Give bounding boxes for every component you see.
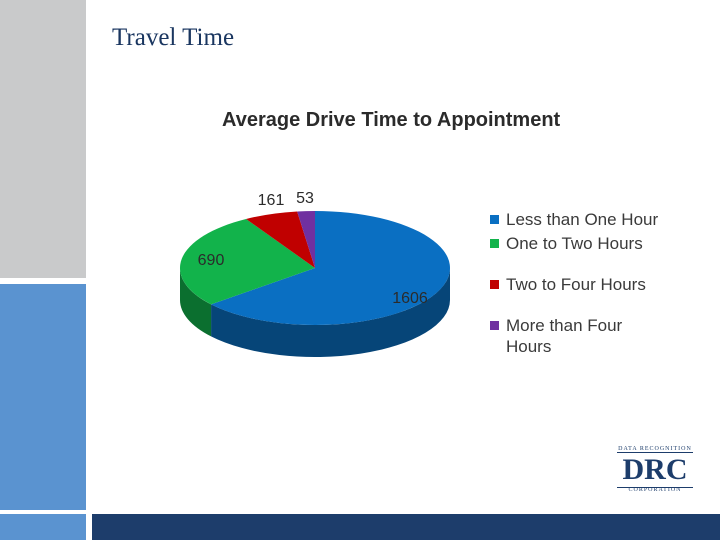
pie-slice-one-to-two-hours <box>180 218 315 305</box>
legend-item-one-to-two-hours: One to Two Hours <box>490 233 670 254</box>
pie-slice-less-than-one-hour <box>211 211 450 326</box>
data-label-one-to-two-hours: 690 <box>198 252 225 269</box>
legend-label: Less than One Hour <box>506 210 659 229</box>
legend-label: More than Four Hours <box>506 316 623 356</box>
logo-rule-bottom <box>617 487 693 488</box>
legend-item-more-than-four-hours: More than Four Hours <box>490 315 670 357</box>
logo-top-text: DATA RECOGNITION <box>618 446 692 452</box>
legend-swatch <box>490 215 499 224</box>
legend-swatch <box>490 280 499 289</box>
pie-slice-two-to-four-hours <box>246 211 315 268</box>
legend-swatch <box>490 239 499 248</box>
footer-bar-accent <box>0 514 86 540</box>
pie-slice-more-than-four-hours <box>297 211 315 268</box>
chart-legend: Less than One Hour One to Two Hours Two to… <box>490 209 670 362</box>
logo-rule-top <box>617 452 693 453</box>
side-panel-gray <box>0 0 86 278</box>
legend-swatch <box>490 321 499 330</box>
footer-bar-gap <box>86 514 92 540</box>
pie-top <box>180 211 450 326</box>
company-logo: DATA RECOGNITION DRC CORPORATION <box>615 446 695 496</box>
legend-label: Two to Four Hours <box>506 275 646 294</box>
legend-item-two-to-four-hours: Two to Four Hours <box>490 274 670 295</box>
legend-label: One to Two Hours <box>506 234 643 253</box>
pie-sides <box>180 268 450 357</box>
data-label-two-to-four-hours: 161 <box>258 192 285 209</box>
data-label-less-than-one-hour: 1606 <box>392 290 428 307</box>
data-label-more-than-four-hours: 53 <box>296 190 314 207</box>
pie-side-one-to-two-hours <box>180 268 212 337</box>
chart-title: Average Drive Time to Appointment <box>222 109 561 131</box>
footer-bar <box>0 514 720 540</box>
slide-title: Travel Time <box>112 24 235 51</box>
logo-main-text: DRC <box>622 453 688 486</box>
side-panel-blue <box>0 284 86 510</box>
logo-bottom-text: CORPORATION <box>628 487 682 493</box>
pie-side-less-than-one-hour <box>211 268 450 357</box>
legend-item-less-than-one-hour: Less than One Hour <box>490 209 670 230</box>
